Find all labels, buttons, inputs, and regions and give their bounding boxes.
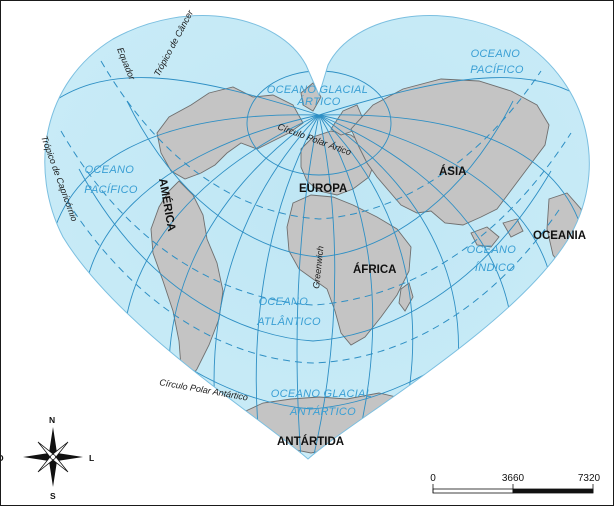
ocean-indico-label: OCEANO ÍNDICO [467, 244, 520, 274]
oceania-label: OCEANIA [533, 230, 586, 242]
tropics-equator-lines [60, 60, 572, 364]
compass-north-label: N [49, 415, 55, 425]
compass-west-label: O [1, 453, 4, 463]
ocean-pacifico-ne-label: OCEANO PACÍFICO [470, 48, 524, 76]
scale-bar [432, 484, 594, 494]
scale-tick-1: 3660 [502, 473, 525, 484]
scale-tick-2: 7320 [578, 473, 601, 484]
ocean-atlantico-label: OCEANO ATLÂNTICO [256, 296, 321, 328]
asia-label: ÁSIA [439, 165, 466, 178]
ocean-glacial-artico-label: OCEANO GLACIAL ÁRTICO [267, 84, 372, 108]
greenwich-label: Greenwich [311, 245, 325, 289]
antartida-label: ANTÁRTIDA [277, 435, 344, 448]
africa-label: ÁFRICA [353, 263, 396, 276]
compass-east-label: L [89, 453, 94, 463]
europe-landmass [300, 130, 376, 196]
ocean-pacifico-w-label: OCEANO PACÍFICO [84, 164, 138, 196]
compass-south-label: S [50, 491, 56, 501]
scale-tick-0: 0 [430, 473, 436, 484]
europa-label: EUROPA [299, 183, 347, 195]
ocean-glacial-antartico-label: OCEANO GLACIAL ANTÁRTICO [271, 388, 376, 418]
greenland-landmass [300, 82, 322, 112]
compass-rose-icon [23, 427, 83, 487]
map-outline [44, 15, 590, 460]
